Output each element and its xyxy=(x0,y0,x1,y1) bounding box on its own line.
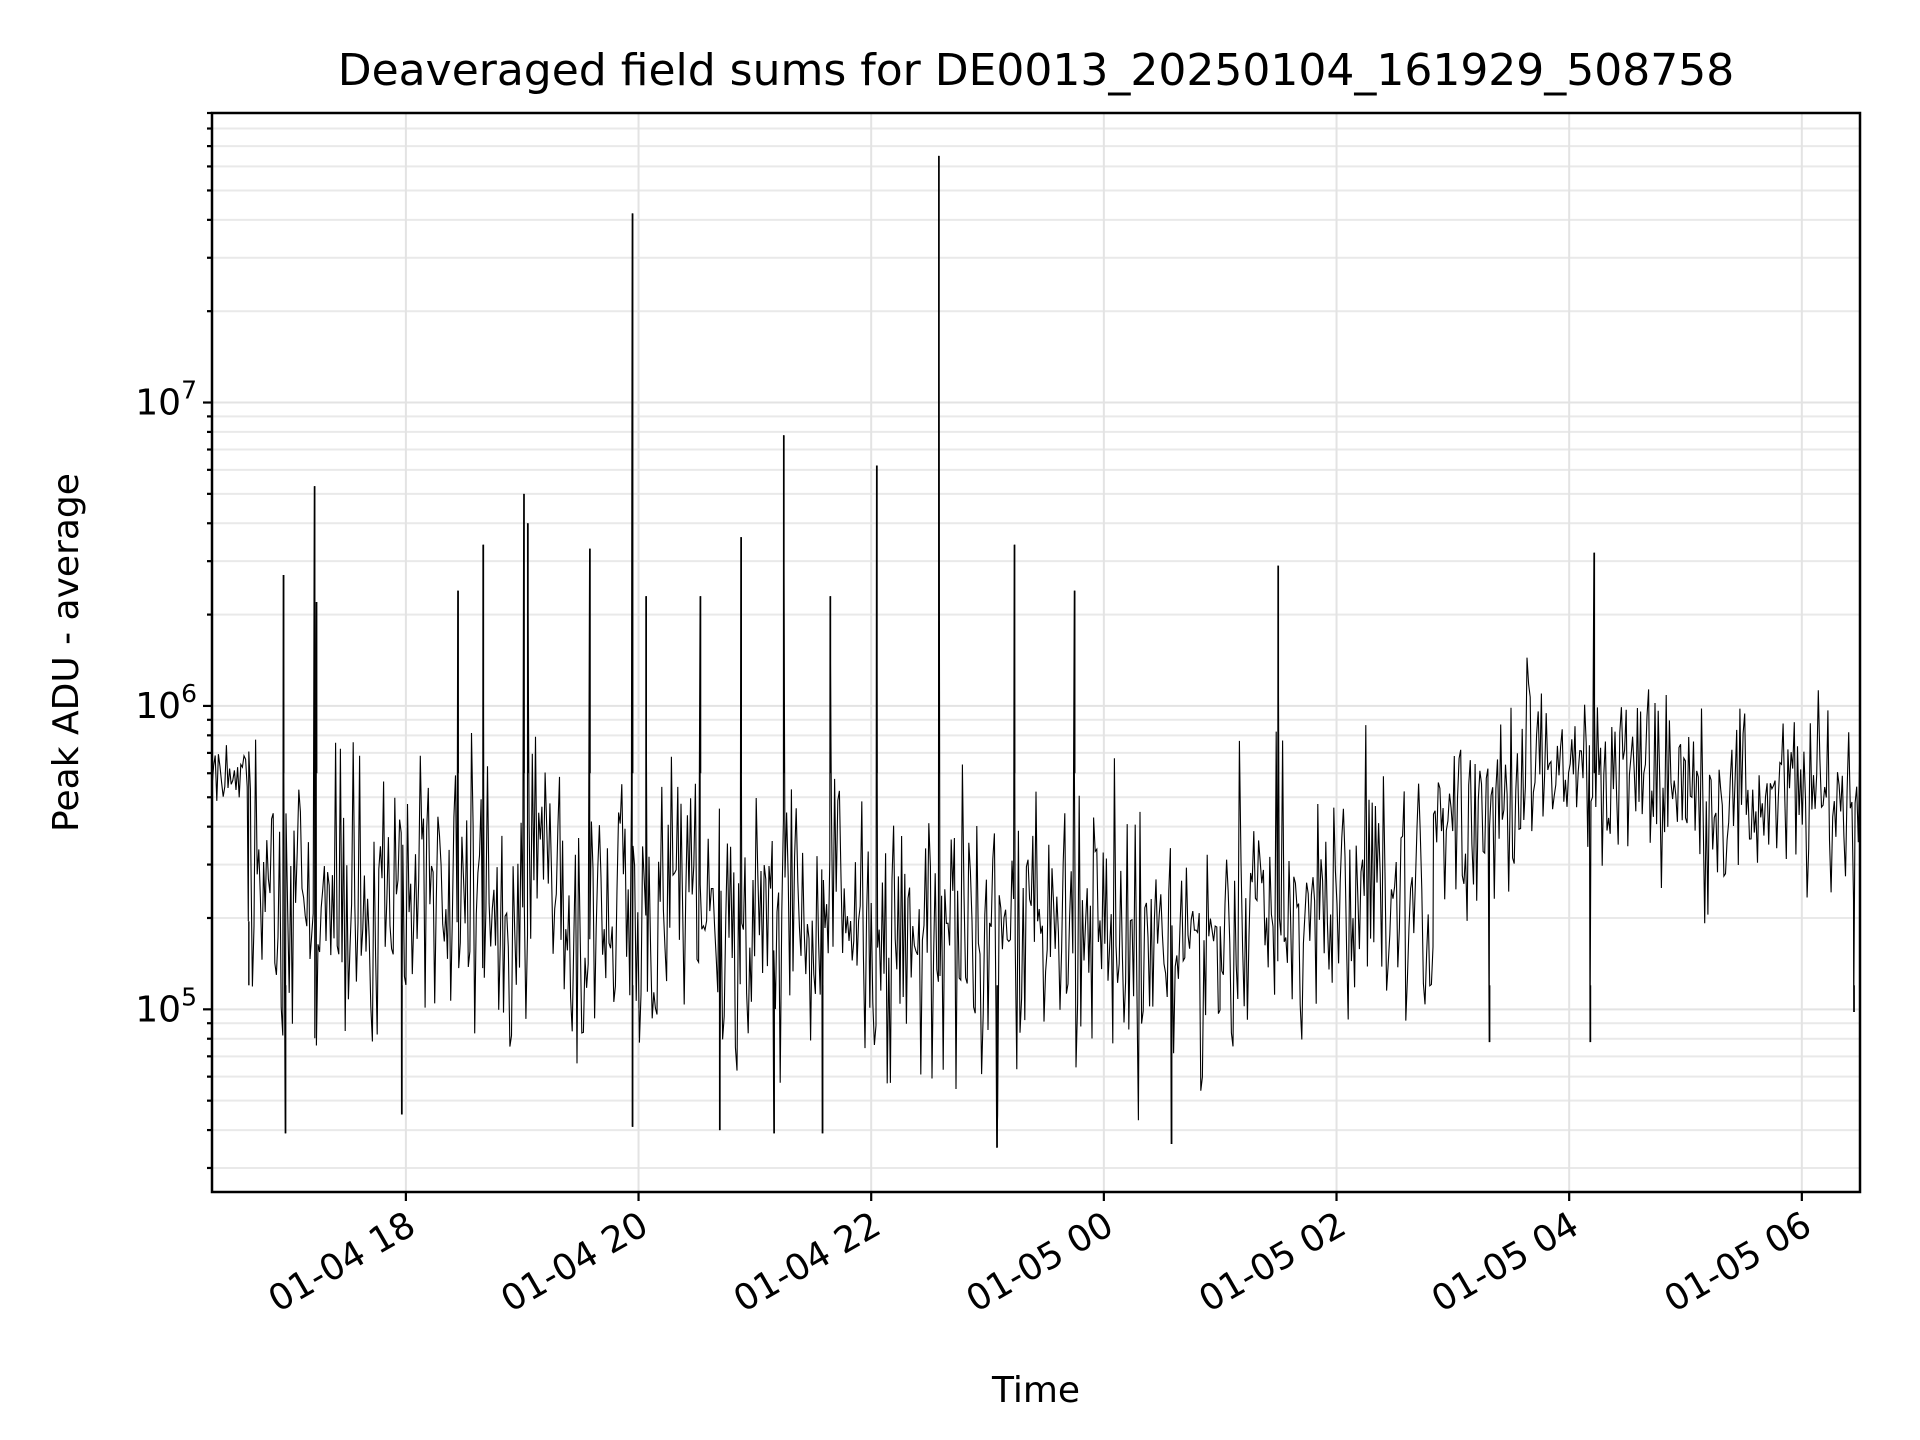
y-tick-label: 105 xyxy=(135,982,197,1030)
axes-frame xyxy=(210,111,1862,1194)
x-axis-label: Time xyxy=(991,1370,1080,1411)
plot-area xyxy=(211,155,1861,1148)
y-axis-label: Peak ADU - average xyxy=(46,473,87,832)
y-tick-label: 106 xyxy=(135,679,197,727)
y-tick-label: 107 xyxy=(135,376,197,424)
chart-title: Deaveraged field sums for DE0013_2025010… xyxy=(338,45,1735,96)
